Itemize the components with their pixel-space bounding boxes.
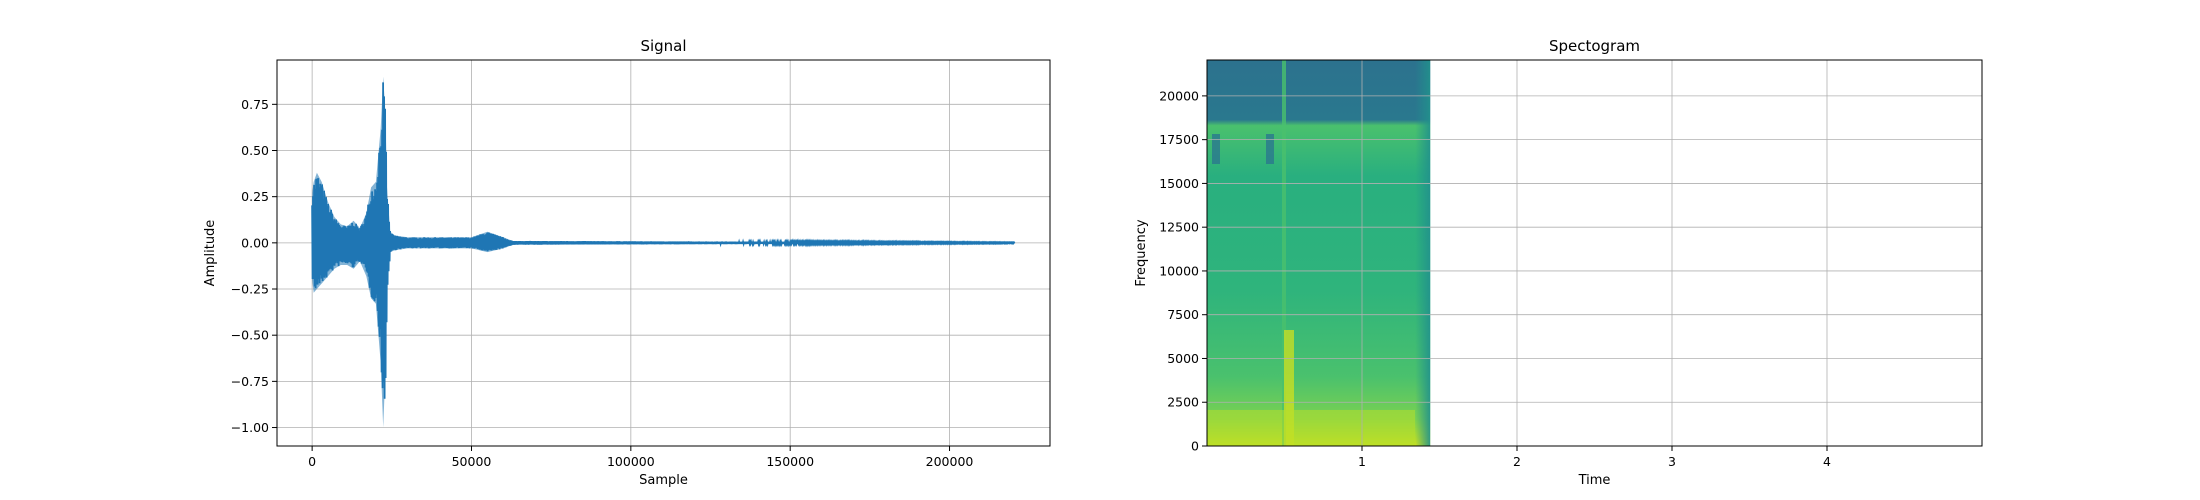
signal-ytick-label: −0.50 xyxy=(231,328,269,343)
spectrogram-ytick-label: 0 xyxy=(1191,439,1199,454)
signal-axes: 0 50000 100000 150000 200000 −1.00 −0.75 −0.50 −… xyxy=(203,37,1051,488)
spectrogram-ytick-label: 10000 xyxy=(1159,263,1199,278)
spectrogram-low-freq-band xyxy=(1207,410,1415,446)
signal-ytick-label: −0.25 xyxy=(231,282,269,297)
spectrogram-gap-1 xyxy=(1212,134,1220,164)
signal-plot-area xyxy=(277,60,1050,446)
signal-ytick-label: −0.75 xyxy=(231,374,269,389)
signal-ytick-label: 0.00 xyxy=(241,235,269,250)
spectrogram-ytick-label: 12500 xyxy=(1159,220,1199,235)
signal-xtick-label: 200000 xyxy=(926,454,974,469)
signal-envelope xyxy=(312,76,1015,428)
spectrogram-ytick-label: 7500 xyxy=(1167,307,1199,322)
signal-xtick-label: 150000 xyxy=(766,454,814,469)
spectrogram-xlabel: Time xyxy=(1578,473,1611,488)
spectrogram-ylabel: Frequency xyxy=(1134,219,1149,286)
spectrogram-xtick-label: 1 xyxy=(1358,454,1366,469)
spectrogram-burst-streak xyxy=(1284,330,1294,446)
spectrogram-image xyxy=(1207,60,1431,446)
signal-ticks: 0 50000 100000 150000 200000 −1.00 −0.75 −0.50 −… xyxy=(231,97,974,469)
spectrogram-heatmap xyxy=(1207,60,1431,446)
spectrogram-image-edge xyxy=(1415,60,1431,446)
spectrogram-title: Spectogram xyxy=(1549,37,1640,55)
signal-plot-frame xyxy=(276,59,1051,447)
signal-title: Signal xyxy=(640,37,686,55)
signal-ytick-label: 0.50 xyxy=(241,143,269,158)
spectrogram-gap-2 xyxy=(1266,134,1274,164)
signal-ytick-label: 0.25 xyxy=(241,189,269,204)
signal-xlabel: Sample xyxy=(639,473,688,488)
signal-xtick-label: 50000 xyxy=(452,454,492,469)
signal-xtick-label: 0 xyxy=(308,454,316,469)
spectrogram-ytick-label: 20000 xyxy=(1159,88,1199,103)
signal-xtick-label: 100000 xyxy=(607,454,655,469)
spectrogram-onset-streak xyxy=(1282,60,1286,446)
spectrogram-ticks: 1 2 3 4 0 2500 5000 7500 10000 12500 15000 17500 200… xyxy=(1159,88,1831,469)
signal-ytick-label: 0.75 xyxy=(241,97,269,112)
spectrogram-grid xyxy=(1207,60,1982,447)
spectrogram-xtick-label: 4 xyxy=(1823,454,1831,469)
spectrogram-xtick-label: 3 xyxy=(1668,454,1676,469)
spectrogram-plot-frame xyxy=(1206,59,1983,447)
signal-ytick-label: −1.00 xyxy=(231,420,269,435)
spectrogram-ytick-label: 17500 xyxy=(1159,132,1199,147)
spectrogram-ytick-label: 15000 xyxy=(1159,176,1199,191)
spectrogram-ytick-label: 5000 xyxy=(1167,351,1199,366)
spectrogram-axes: 1 2 3 4 0 2500 5000 7500 10000 12500 15000 17500 200… xyxy=(1134,37,1983,488)
spectrogram-xtick-label: 2 xyxy=(1513,454,1521,469)
spectrogram-ytick-label: 2500 xyxy=(1167,395,1199,410)
signal-ylabel: Amplitude xyxy=(203,220,218,287)
